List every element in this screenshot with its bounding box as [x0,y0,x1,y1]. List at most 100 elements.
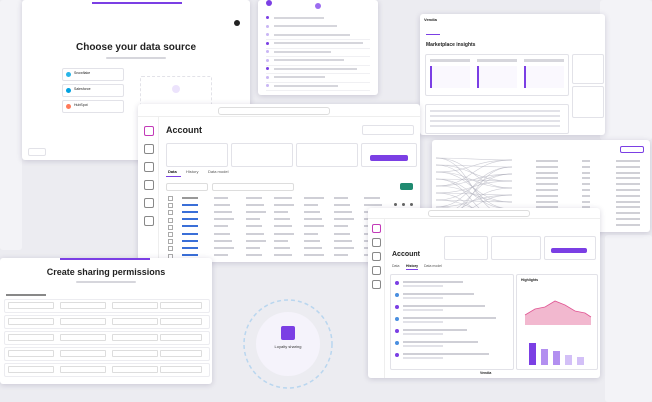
cell [536,177,558,180]
cell [304,232,318,235]
flow-link [435,159,513,173]
date-cell [182,254,198,257]
kpi-box [430,66,470,88]
cell [304,203,318,206]
flow-link [435,159,513,187]
cell [616,206,640,209]
cell [616,160,640,162]
tab[interactable]: Data [392,264,400,268]
row-bullet [266,58,269,62]
icon [66,72,71,77]
event-sub [403,345,443,347]
cell [582,194,590,197]
back-button[interactable] [28,148,46,156]
select[interactable] [362,125,414,135]
select[interactable] [620,146,644,153]
cell [334,232,350,235]
button[interactable] [551,248,587,253]
table-row [430,115,560,117]
avatar [266,0,272,6]
flow-link [435,166,513,208]
row-line [266,56,370,57]
row-line [266,64,370,66]
tab[interactable]: History [186,169,199,174]
search[interactable] [218,107,330,115]
stat-card [231,143,293,167]
row-bullet [266,67,269,70]
tab[interactable]: Data model [424,264,442,268]
source-card[interactable]: Snowflake [62,68,124,81]
tab[interactable]: History [406,264,419,268]
cell [616,194,640,197]
add-button[interactable] [400,183,413,190]
cell [274,218,290,221]
sidebar [368,218,385,378]
table-card [425,104,569,134]
nav-icon [144,162,154,172]
row-bullet [266,50,269,53]
cell [334,210,352,213]
event-dot [395,353,399,357]
close-button[interactable] [234,20,240,26]
cell [536,206,558,209]
core [256,312,320,376]
stat-card [166,143,228,167]
title: Create sharing permissions [46,267,166,277]
highlight-charts [524,300,592,365]
logo [315,3,321,9]
cell [536,171,558,174]
stat-card [544,236,596,260]
action-icon [410,203,413,207]
tab[interactable]: Data [168,169,177,174]
row-text [274,42,363,44]
cell [364,196,380,199]
diagram-label: Loyalty sharing [275,344,302,349]
cell [304,246,322,249]
cell [246,246,260,249]
side-card [572,86,604,118]
tab-underline [406,269,418,270]
line [524,300,592,318]
checkbox [168,246,173,252]
chat-panel [258,0,378,95]
icon [66,104,71,109]
cell [334,196,348,199]
checkbox [168,239,173,245]
stat-card [491,236,541,260]
event-text [403,305,485,307]
input [160,366,202,373]
icon [172,85,180,93]
bar [565,355,572,365]
cell [582,200,590,203]
sidebar [138,116,159,262]
input [8,334,54,341]
source-card[interactable]: Salesforce [62,84,124,97]
footer: Vendia [480,371,492,375]
cell [582,177,590,180]
event-sub [403,309,443,311]
event-text [403,281,463,283]
row-text [274,50,331,53]
kpi-box [477,66,517,88]
cell [334,225,348,228]
button[interactable] [370,155,408,161]
tab[interactable]: Data model [208,169,229,174]
checkbox [168,203,173,209]
cell [274,203,294,206]
bar [553,351,560,365]
cell [304,254,324,257]
cell [274,246,290,249]
row-bullet [266,84,269,87]
cell [214,254,228,257]
source-card[interactable]: HubSpot [62,100,124,113]
stat-card [296,143,358,167]
title: Choose your data source [75,42,197,53]
date-cell [182,196,198,199]
progress-bar [60,258,150,260]
flow-link [435,173,513,187]
cell [246,232,264,235]
cell [274,196,292,199]
nav-icon [372,238,381,247]
row-line [266,47,370,49]
